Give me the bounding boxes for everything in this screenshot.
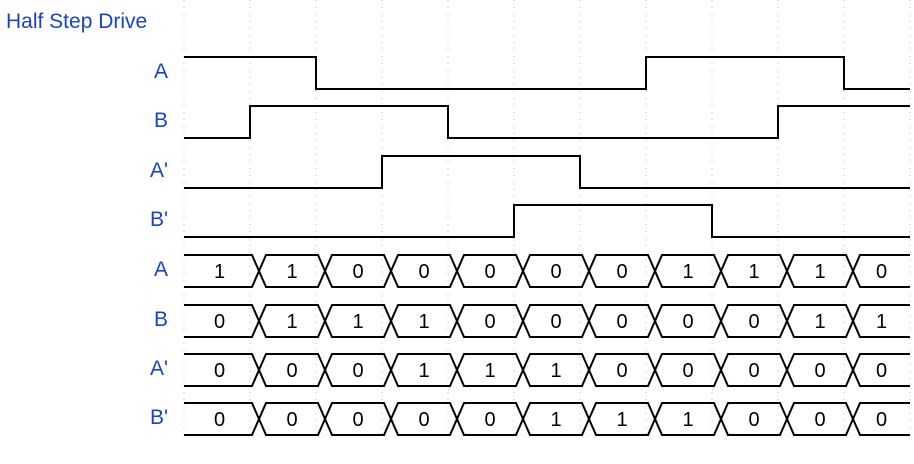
bus-value: 1 bbox=[550, 409, 561, 431]
diagram-title: Half Step Drive bbox=[6, 10, 148, 33]
bus-value: 0 bbox=[814, 409, 825, 431]
signal-label: B bbox=[153, 308, 168, 331]
bus-value: 0 bbox=[352, 261, 363, 283]
bus-row: 0 0 0 0 0 1 1 1 0 0 0 bbox=[184, 402, 910, 436]
bus-value: 0 bbox=[616, 360, 627, 382]
waveform-b-prime bbox=[184, 204, 910, 238]
bus-value: 0 bbox=[550, 261, 561, 283]
bus-value: 1 bbox=[682, 261, 693, 283]
bus-value: 0 bbox=[484, 311, 495, 333]
bus-row: 0 0 0 1 1 1 0 0 0 0 0 bbox=[184, 353, 910, 387]
bus-value: 0 bbox=[484, 409, 495, 431]
bus-value: 0 bbox=[748, 360, 759, 382]
bus-value: 1 bbox=[748, 261, 759, 283]
bus-value: 1 bbox=[418, 311, 429, 333]
bus-value: 0 bbox=[616, 261, 627, 283]
bus-value: 0 bbox=[352, 360, 363, 382]
bus-value: 0 bbox=[214, 360, 225, 382]
bus-value: 0 bbox=[550, 311, 561, 333]
bus-value: 1 bbox=[286, 261, 297, 283]
signal-label: B bbox=[153, 109, 168, 132]
bus-value: 0 bbox=[876, 409, 887, 431]
bus-value: 1 bbox=[814, 261, 825, 283]
bus-value: 0 bbox=[286, 409, 297, 431]
bus-value: 0 bbox=[418, 409, 429, 431]
signal-label: A bbox=[153, 258, 168, 281]
bus-value: 1 bbox=[352, 311, 363, 333]
bus-value: 0 bbox=[214, 311, 225, 333]
bus-cell bbox=[851, 402, 910, 436]
signal-label: B' bbox=[149, 208, 168, 231]
bus-value: 1 bbox=[814, 311, 825, 333]
bus-value: 1 bbox=[418, 360, 429, 382]
waveform-b bbox=[184, 105, 910, 139]
bus-value: 1 bbox=[286, 311, 297, 333]
signal-label: A' bbox=[149, 357, 168, 380]
bus-value: 1 bbox=[214, 261, 225, 283]
signal-label: A bbox=[153, 60, 168, 83]
bus-cell bbox=[851, 254, 910, 288]
bus-value: 0 bbox=[814, 360, 825, 382]
bus-value: 0 bbox=[418, 261, 429, 283]
bus-value: 0 bbox=[286, 360, 297, 382]
bus-value: 0 bbox=[748, 409, 759, 431]
bus-value: 1 bbox=[550, 360, 561, 382]
bus-value: 0 bbox=[876, 360, 887, 382]
bus-row: 1 1 0 0 0 0 0 1 1 1 0 bbox=[184, 254, 910, 288]
bus-cell bbox=[851, 353, 910, 387]
bus-row: 0 1 1 1 0 0 0 0 0 1 1 bbox=[184, 304, 910, 338]
bus-cell bbox=[851, 304, 910, 338]
bus-value: 1 bbox=[876, 311, 887, 333]
waveform-a-prime bbox=[184, 155, 910, 189]
bus-value: 0 bbox=[748, 311, 759, 333]
bus-value: 0 bbox=[214, 409, 225, 431]
signal-label: B' bbox=[149, 406, 168, 429]
bus-value: 0 bbox=[616, 311, 627, 333]
bus-value: 0 bbox=[484, 261, 495, 283]
signal-label: A' bbox=[149, 159, 168, 182]
bus-value: 1 bbox=[484, 360, 495, 382]
bus-value: 0 bbox=[876, 261, 887, 283]
bus-value: 0 bbox=[352, 409, 363, 431]
bus-value: 1 bbox=[682, 409, 693, 431]
bus-value: 1 bbox=[616, 409, 627, 431]
bus-value: 0 bbox=[682, 360, 693, 382]
bus-value: 0 bbox=[682, 311, 693, 333]
waveform-a bbox=[184, 56, 910, 90]
